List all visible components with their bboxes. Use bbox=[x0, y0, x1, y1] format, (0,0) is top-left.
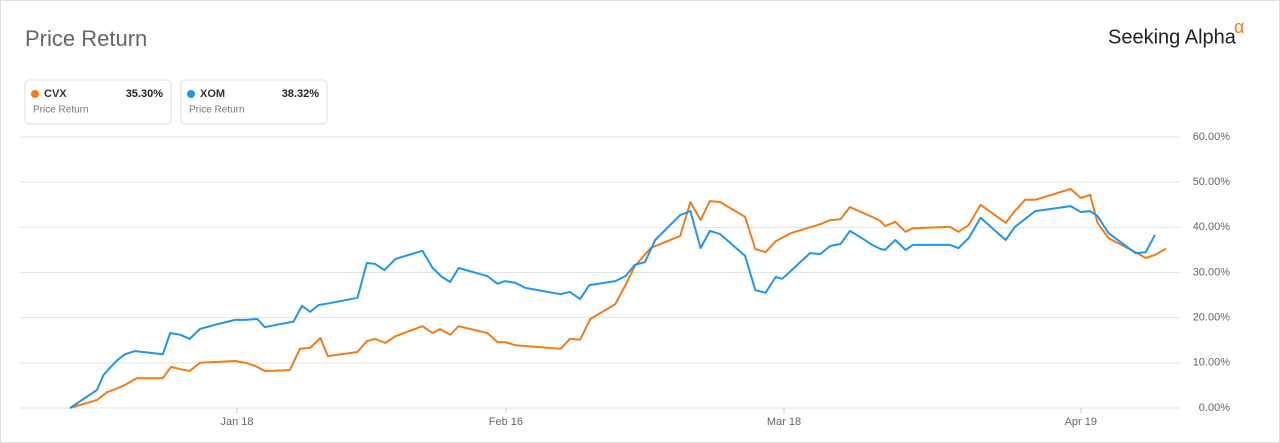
y-tick-label: 0.00% bbox=[1199, 402, 1230, 414]
legend-value: 35.30% bbox=[126, 88, 164, 100]
legend-value: 38.32% bbox=[282, 88, 320, 100]
x-tick-label: Apr 19 bbox=[1065, 416, 1097, 428]
x-tick-label: Feb 16 bbox=[489, 416, 523, 428]
brand: Seeking Alpha bbox=[1108, 26, 1237, 48]
legend-box bbox=[24, 79, 172, 125]
y-tick-label: 30.00% bbox=[1193, 266, 1231, 278]
x-tick-label: Jan 18 bbox=[220, 416, 253, 428]
legend-name: CVX bbox=[44, 88, 67, 100]
brand-mark: α bbox=[1234, 17, 1244, 37]
legend-box bbox=[180, 79, 328, 125]
y-tick-label: 10.00% bbox=[1193, 357, 1231, 369]
legend-swatch bbox=[31, 90, 39, 98]
y-tick-label: 50.00% bbox=[1193, 176, 1231, 188]
y-tick-label: 40.00% bbox=[1193, 221, 1231, 233]
chart-title: Price Return bbox=[25, 26, 147, 51]
y-tick-label: 20.00% bbox=[1193, 312, 1231, 324]
legend-name: XOM bbox=[200, 88, 225, 100]
y-tick-label: 60.00% bbox=[1193, 131, 1231, 143]
legend-swatch bbox=[187, 90, 195, 98]
legend-subtitle: Price Return bbox=[33, 105, 89, 116]
x-tick-label: Mar 18 bbox=[767, 416, 801, 428]
series-line bbox=[69, 205, 1156, 409]
legend-subtitle: Price Return bbox=[189, 105, 245, 116]
series-line bbox=[69, 187, 1167, 409]
